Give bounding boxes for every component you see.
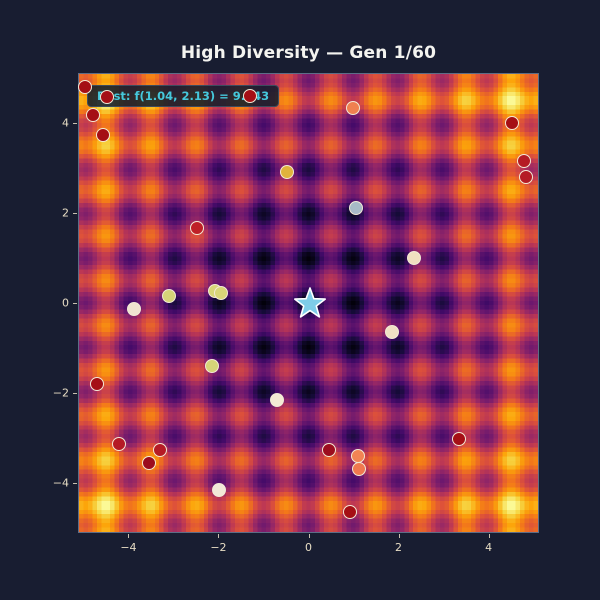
x-tick-label: 0	[305, 541, 312, 554]
x-tick-mark	[308, 534, 310, 538]
y-tick-label: 2	[62, 206, 69, 220]
population-point	[205, 358, 220, 373]
population-point	[518, 170, 533, 185]
y-tick-label: 0	[62, 296, 69, 310]
population-point	[504, 115, 519, 130]
y-tick-mark	[73, 303, 77, 304]
x-tick-label: −4	[120, 541, 137, 554]
population-point	[96, 128, 111, 143]
population-point	[407, 251, 422, 266]
y-tick-label: −4	[52, 476, 69, 490]
best-annotation-text: Best: f(1.04, 2.13) = 9.043	[97, 89, 270, 103]
population-point	[452, 431, 467, 446]
x-tick-mark	[218, 534, 220, 538]
population-point	[90, 376, 105, 391]
best-annotation: Best: f(1.04, 2.13) = 9.043	[87, 85, 280, 107]
population-point	[214, 286, 229, 301]
population-point	[85, 108, 100, 123]
y-tick-mark	[73, 392, 77, 394]
population-point	[352, 461, 367, 476]
x-tick-label: 2	[395, 541, 403, 554]
global-optimum-star-icon	[293, 287, 326, 318]
population-point	[280, 165, 295, 180]
population-point	[142, 455, 157, 470]
population-point	[322, 442, 337, 457]
population-point	[242, 89, 257, 104]
y-tick-label: 4	[62, 116, 69, 130]
population-point	[153, 442, 168, 457]
chart-title: High Diversity — Gen 1/60	[180, 43, 437, 63]
population-point	[211, 482, 226, 497]
population-point	[385, 324, 400, 339]
population-point	[350, 448, 365, 463]
population-point	[127, 301, 142, 316]
population-point	[111, 436, 126, 451]
y-tick-mark	[73, 213, 77, 215]
y-tick-label: −2	[52, 386, 69, 400]
population-point	[516, 154, 531, 169]
y-tick-mark	[73, 482, 77, 484]
population-point	[189, 221, 204, 236]
population-point	[345, 101, 360, 116]
population-point	[343, 505, 358, 520]
x-tick-mark	[398, 534, 400, 538]
population-point	[349, 201, 364, 216]
x-tick-label: 4	[485, 541, 493, 554]
plot-area: Best: f(1.04, 2.13) = 9.043	[78, 73, 539, 533]
x-tick-mark	[128, 534, 130, 538]
x-tick-mark	[488, 534, 490, 538]
population-point	[161, 288, 176, 303]
population-point	[269, 392, 284, 407]
population-point	[100, 90, 115, 105]
y-tick-mark	[73, 123, 77, 125]
population-point	[78, 80, 93, 95]
x-tick-label: −2	[210, 541, 227, 554]
